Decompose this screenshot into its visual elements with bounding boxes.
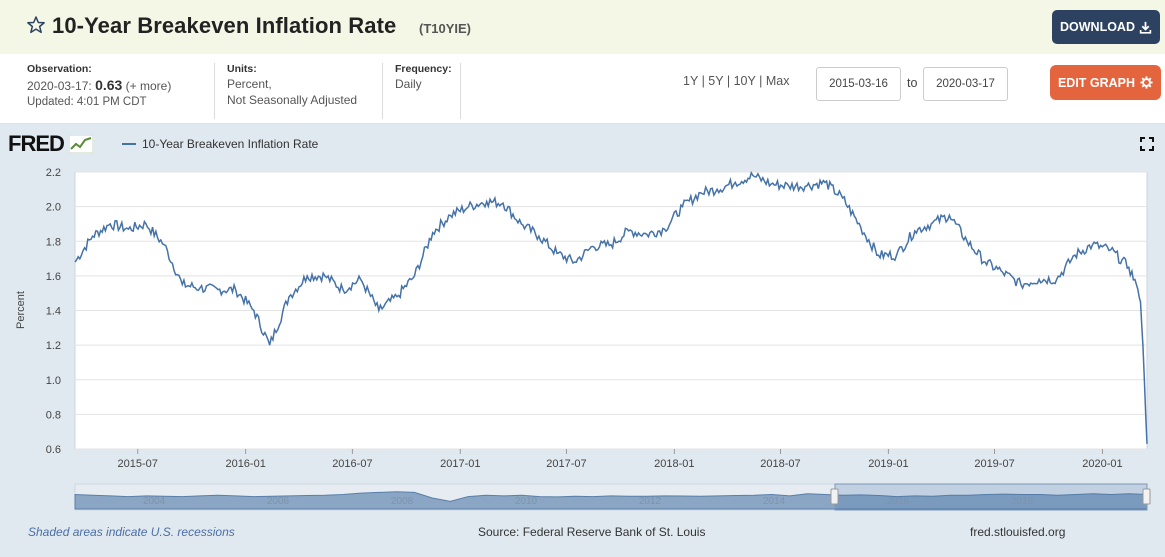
frequency-block: Frequency: Daily [395, 63, 452, 119]
y-tick-label: 1.0 [46, 375, 61, 387]
frequency-label: Frequency: [395, 63, 452, 75]
fullscreen-icon[interactable] [1140, 137, 1154, 151]
updated-time: Updated: 4:01 PM CDT [27, 96, 147, 108]
edit-graph-button[interactable]: EDIT GRAPH [1050, 65, 1161, 100]
navigator-label: 2006 [267, 496, 290, 507]
source-note: Source: Federal Reserve Bank of St. Loui… [478, 525, 706, 539]
series-id: (T10YIE) [419, 21, 472, 36]
range-links: 1Y | 5Y | 10Y | Max [683, 74, 790, 88]
navigator-left-handle[interactable] [830, 488, 839, 505]
range-5y[interactable]: 5Y [708, 74, 724, 88]
x-tick-label: 2017-07 [546, 458, 586, 470]
line-chart: 2.2 2.0 1.8 1.6 1.4 1.2 1.0 0.8 0.6 2015-07 2016-… [15, 167, 1151, 511]
download-label: DOWNLOAD [1060, 20, 1135, 34]
start-date-input[interactable]: 2015-03-16 [816, 67, 901, 101]
divider [460, 63, 461, 119]
y-tick-label: 1.8 [46, 236, 61, 248]
navigator-label: 2012 [639, 496, 662, 507]
gear-icon [1140, 76, 1153, 89]
x-tick-label: 2019-07 [974, 458, 1014, 470]
navigator-right-handle[interactable] [1142, 488, 1151, 505]
observation-block: Observation: 2020-03-17: 0.63 (+ more) U… [27, 63, 171, 119]
y-tick-label: 1.4 [46, 306, 61, 318]
range-10y[interactable]: 10Y [733, 74, 756, 88]
navigator-label: 2004 [143, 496, 166, 507]
range-1y[interactable]: 1Y [683, 74, 699, 88]
units-line2: Not Seasonally Adjusted [227, 93, 358, 107]
x-tick-label: 2018-01 [654, 458, 694, 470]
observation-label: Observation: [27, 63, 92, 75]
more-link[interactable]: (+ more) [125, 79, 172, 93]
series-line [74, 170, 1148, 444]
y-tick-label: 1.2 [46, 340, 61, 352]
y-tick-label: 2.2 [46, 167, 61, 179]
download-button[interactable]: DOWNLOAD [1052, 10, 1160, 44]
units-line1: Percent, [227, 77, 272, 91]
navigator-label: 2008 [391, 496, 414, 507]
y-tick-label: 0.6 [46, 444, 61, 456]
star-icon[interactable] [26, 15, 46, 35]
title-bar: 10-Year Breakeven Inflation Rate (T10YIE… [0, 0, 1165, 54]
fred-url[interactable]: fred.stlouisfed.org [970, 525, 1066, 539]
recession-note[interactable]: Shaded areas indicate U.S. recessions [28, 525, 235, 539]
y-tick-label: 0.8 [46, 409, 61, 421]
observation-value: 0.63 [95, 77, 123, 93]
y-tick-label: 1.6 [46, 271, 61, 283]
units-label: Units: [227, 63, 257, 75]
navigator-series [74, 491, 1148, 510]
legend-label: 10-Year Breakeven Inflation Rate [142, 137, 319, 151]
x-tick-label: 2016-07 [332, 458, 372, 470]
legend-swatch [122, 143, 136, 145]
x-tick-label: 2015-07 [118, 458, 158, 470]
observation-date: 2020-03-17: [27, 79, 92, 93]
x-tick-label: 2016-01 [225, 458, 265, 470]
navigator-label: 2016 [887, 496, 910, 507]
fred-logo: FRED [8, 131, 94, 157]
navigator-selection[interactable] [834, 483, 1148, 511]
x-tick-label: 2018-07 [760, 458, 800, 470]
frequency-value: Daily [395, 77, 422, 91]
navigator-label: 2010 [515, 496, 538, 507]
navigator-label: 2018 [1011, 496, 1034, 507]
range-max[interactable]: Max [765, 74, 790, 88]
edit-graph-label: EDIT GRAPH [1057, 75, 1136, 90]
x-tick-label: 2019-01 [868, 458, 908, 470]
page-title: 10-Year Breakeven Inflation Rate [52, 13, 397, 38]
download-icon [1139, 21, 1152, 34]
to-label: to [907, 76, 918, 90]
navigator-label: 2014 [763, 496, 786, 507]
units-block: Units: Percent, Not Seasonally Adjusted [227, 63, 357, 119]
y-tick-label: 2.0 [46, 202, 61, 214]
chart-legend: 10-Year Breakeven Inflation Rate [122, 137, 318, 151]
fred-logo-text: FRED [8, 131, 65, 156]
divider [214, 63, 215, 119]
x-tick-label: 2017-01 [440, 458, 480, 470]
x-tick-label: 2020-01 [1082, 458, 1122, 470]
y-axis-label: Percent [15, 291, 27, 329]
divider [382, 63, 383, 119]
end-date-input[interactable]: 2020-03-17 [923, 67, 1008, 101]
